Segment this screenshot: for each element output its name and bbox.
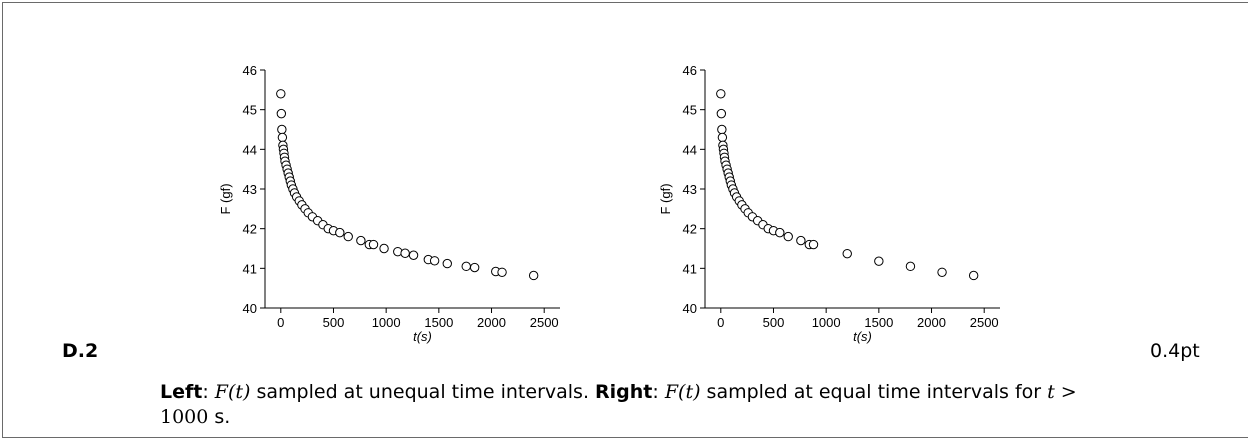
data-point — [335, 227, 345, 238]
x-tick-label: 2500 — [530, 315, 559, 330]
data-point — [937, 267, 947, 278]
x-tick-label: 500 — [323, 315, 345, 330]
caption-math: F(t) — [214, 381, 251, 403]
data-point — [497, 267, 507, 278]
x-tick-label: 2000 — [917, 315, 946, 330]
y-tick-label: 40 — [243, 301, 257, 316]
data-point — [796, 235, 806, 246]
x-axis-label: t(s) — [853, 329, 872, 344]
y-tick-label: 40 — [683, 301, 697, 316]
caption-text: : — [652, 381, 665, 403]
data-point — [442, 258, 452, 269]
x-tick-label: 500 — [763, 315, 785, 330]
y-tick-label: 45 — [243, 103, 257, 118]
data-point — [842, 248, 852, 259]
caption-text: sampled at equal time intervals for — [700, 381, 1048, 403]
problem-frame — [2, 2, 1248, 438]
caption-math: t — [1047, 381, 1055, 403]
data-point — [276, 89, 286, 99]
data-point — [783, 231, 793, 242]
figure-caption: Left: F(t) sampled at unequal time inter… — [160, 380, 1120, 430]
y-tick-label: 46 — [683, 63, 697, 78]
x-tick-label: 0 — [277, 315, 284, 330]
caption-math: 1000 — [160, 406, 209, 428]
data-point — [905, 261, 916, 272]
y-tick-label: 42 — [683, 222, 697, 237]
y-tick-label: 43 — [243, 182, 257, 197]
data-point — [717, 132, 728, 143]
caption-left-label: Left — [160, 381, 203, 403]
data-point — [808, 239, 819, 250]
data-point — [429, 256, 440, 266]
data-point — [368, 239, 379, 250]
data-point — [716, 108, 727, 119]
y-tick-label: 44 — [683, 142, 697, 157]
x-tick-label: 2500 — [970, 315, 999, 330]
caption-text: : — [202, 381, 215, 403]
data-point — [408, 250, 419, 260]
y-tick-label: 41 — [683, 261, 697, 276]
y-tick-label: 42 — [243, 222, 257, 237]
problem-label: D.2 — [62, 340, 99, 362]
data-point — [356, 235, 366, 246]
caption-math: > — [1054, 381, 1077, 403]
x-axis-label: t(s) — [413, 329, 432, 344]
data-point — [717, 124, 727, 135]
y-tick-label: 43 — [683, 182, 697, 197]
x-tick-label: 1000 — [812, 315, 841, 330]
data-point — [461, 261, 471, 272]
y-tick-label: 46 — [243, 63, 257, 78]
data-point — [528, 270, 539, 281]
data-point — [874, 256, 884, 266]
y-axis-label: F (gf) — [218, 183, 233, 214]
y-tick-label: 45 — [683, 103, 697, 118]
data-point — [968, 270, 979, 281]
problem-score: 0.4pt — [1150, 340, 1200, 362]
y-axis-label: F (gf) — [658, 183, 673, 214]
caption-text: s. — [208, 406, 231, 428]
data-point — [379, 243, 389, 254]
y-tick-label: 41 — [243, 261, 257, 276]
y-tick-label: 44 — [243, 142, 257, 157]
x-tick-label: 2000 — [477, 315, 506, 330]
x-tick-label: 1500 — [424, 315, 453, 330]
data-point — [400, 248, 410, 258]
data-point — [716, 89, 726, 99]
right-scatter-chart: 40 41 42 43 44 45 46 0 500 1000 1500 2000 2500 t(s) F … — [658, 63, 1000, 344]
caption-right-label: Right — [595, 381, 653, 403]
data-point — [775, 227, 785, 238]
x-tick-label: 1000 — [372, 315, 401, 330]
data-point — [276, 108, 287, 119]
caption-text: sampled at unequal time intervals. — [250, 381, 596, 403]
left-scatter-chart: 40 41 42 43 44 45 46 0 500 1000 1500 2000 2500 t(s) F … — [218, 63, 560, 344]
x-tick-label: 1500 — [864, 315, 893, 330]
data-point — [277, 132, 288, 143]
data-point — [343, 231, 353, 242]
caption-math: F(t) — [664, 381, 701, 403]
data-point — [277, 124, 287, 135]
x-tick-label: 0 — [717, 315, 724, 330]
data-point — [469, 262, 480, 273]
